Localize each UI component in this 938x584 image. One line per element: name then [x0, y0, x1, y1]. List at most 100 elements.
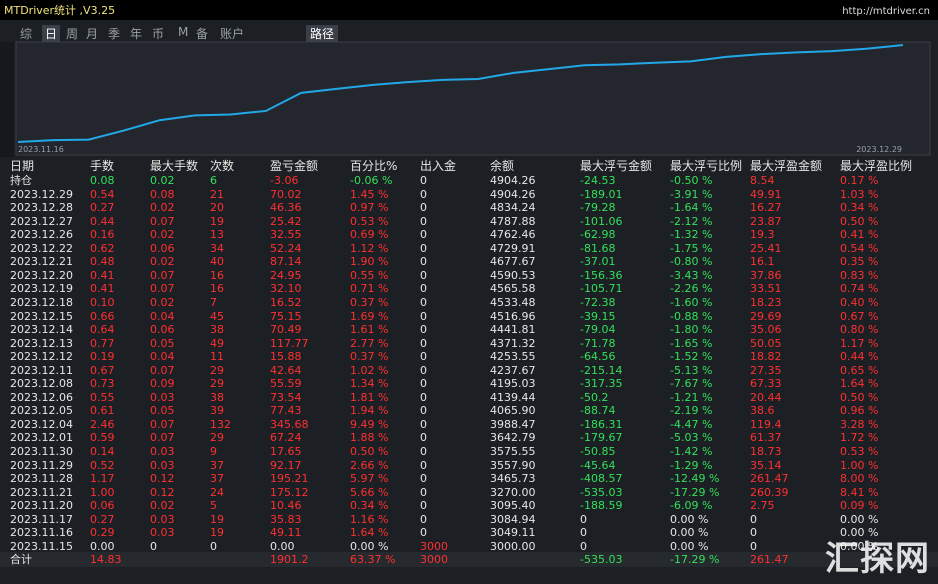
tab[interactable]: 备 [196, 27, 209, 41]
row-date: 2023.12.12 [10, 350, 73, 364]
cell: 32.55 [270, 228, 302, 242]
cell: 0 [750, 539, 757, 553]
cell: 0.03 [150, 445, 175, 458]
cell: 0.40 % [840, 295, 879, 309]
total-row-bg [0, 552, 938, 568]
equity-line [17, 44, 904, 143]
tab[interactable]: 账户 [220, 27, 245, 41]
cell: 27.35 [750, 363, 782, 377]
cell: 18.23 [750, 295, 782, 309]
tab[interactable]: 年 [130, 27, 143, 41]
cell: 0.77 [90, 336, 115, 350]
cell: 73.54 [270, 390, 302, 404]
column-header: 手数 [90, 159, 115, 173]
cell: 0 [210, 539, 217, 553]
row-date: 2023.11.17 [10, 512, 73, 526]
row-date: 2023.12.18 [10, 295, 73, 309]
tab[interactable]: 综 [20, 27, 33, 41]
total-cell: 63.37 % [350, 553, 396, 567]
tab[interactable]: 月 [86, 27, 99, 41]
tab[interactable]: 日 [42, 25, 61, 42]
cell: -179.67 [580, 431, 623, 445]
cell: 11 [210, 350, 224, 364]
cell: 195.21 [270, 472, 309, 486]
cell: 0 [420, 255, 427, 269]
cell: 0.44 % [840, 350, 879, 364]
cell: 0.07 [150, 363, 175, 377]
column-header: 日期 [10, 159, 35, 173]
cell: 24 [210, 485, 224, 499]
cell: 4253.55 [490, 350, 536, 364]
cell: 1.00 [90, 485, 115, 499]
cell: -1.29 % [670, 458, 713, 472]
cell: 0 [150, 539, 157, 553]
cell: 0 [420, 499, 427, 513]
window-title: MTDriver统计 ,V3.25 [4, 4, 116, 17]
cell: 87.14 [270, 255, 302, 269]
cell: 4729.91 [490, 241, 536, 255]
cell: 2.75 [750, 499, 775, 513]
cell: 0.02 [150, 499, 175, 513]
cell: 0 [420, 228, 427, 242]
row-date: 2023.12.01 [10, 431, 73, 445]
cell: 4195.03 [490, 377, 536, 391]
cell: 21 [210, 187, 224, 201]
cell: 0.12 [150, 485, 175, 499]
cell: 0.06 [150, 241, 175, 255]
cell: 0.07 [150, 268, 175, 282]
chart-area [15, 41, 931, 156]
cell: 46.36 [270, 201, 302, 215]
cell: 0.65 % [840, 363, 879, 377]
cell: -45.64 [580, 458, 616, 472]
cell: 1.94 % [350, 404, 389, 418]
cell: 1.61 % [350, 323, 389, 337]
cell: 0.04 [150, 350, 175, 364]
cell: 19 [210, 214, 224, 228]
cell: 0.52 [90, 458, 115, 472]
cell: 0 [420, 241, 427, 255]
cell: 0.05 [150, 336, 175, 350]
cell: -5.13 % [670, 363, 713, 377]
cell: -79.28 [580, 201, 616, 215]
cell: 0.83 % [840, 268, 879, 282]
title-bar: MTDriver统计 ,V3.25 http://mtdriver.cn [0, 0, 938, 20]
cell: 35.83 [270, 512, 302, 526]
cell: 8.00 % [840, 472, 879, 486]
cell: 23.87 [750, 214, 782, 228]
cell: 1.45 % [350, 187, 389, 201]
cell: 19.3 [750, 228, 775, 242]
cell: -3.91 % [670, 187, 713, 201]
total-cell: 14.83 [90, 553, 122, 567]
cell: 0.08 [90, 174, 115, 187]
cell: -72.38 [580, 295, 616, 309]
cell: -408.57 [580, 472, 623, 486]
cell: 0.09 % [840, 499, 879, 513]
cell: 0.00 % [840, 539, 879, 553]
total-cell: -535.03 [580, 553, 623, 567]
axis-strip [0, 42, 14, 157]
cell: 0.50 % [840, 214, 879, 228]
tab[interactable]: 周 [66, 27, 79, 41]
tab[interactable]: M [178, 25, 189, 39]
tab[interactable]: 币 [152, 27, 165, 41]
site-url[interactable]: http://mtdriver.cn [842, 6, 930, 17]
cell: -1.60 % [670, 295, 713, 309]
cell: 38 [210, 323, 224, 337]
cell: 17.65 [270, 445, 302, 458]
cell: 9 [210, 445, 217, 458]
cell: 39 [210, 404, 224, 418]
row-date: 2023.12.06 [10, 390, 73, 404]
row-date: 2023.12.11 [10, 363, 73, 377]
tab[interactable]: 季 [108, 27, 121, 41]
cell: 67.24 [270, 431, 302, 445]
path-button[interactable]: 路径 [306, 25, 339, 42]
cell: 3642.79 [490, 431, 536, 445]
cell: 2.46 [90, 417, 115, 431]
cell: 0.97 % [350, 201, 389, 215]
row-date: 2023.12.19 [10, 282, 73, 296]
cell: 29 [210, 377, 224, 391]
cell: 4516.96 [490, 309, 536, 323]
cell: 37.86 [750, 268, 782, 282]
cell: 29 [210, 363, 224, 377]
cell: 0 [420, 485, 427, 499]
